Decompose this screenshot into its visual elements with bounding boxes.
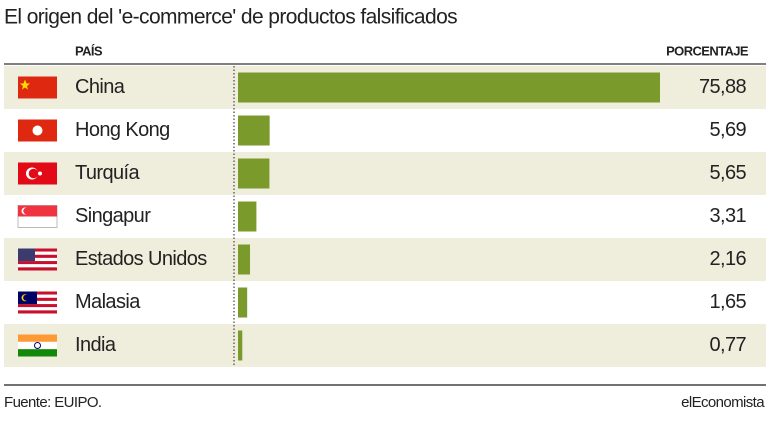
flag-part [18, 251, 57, 255]
value-label: 5,69 [709, 119, 746, 141]
value-label: 75,88 [699, 76, 747, 98]
flag-part [18, 264, 57, 268]
flag-part [20, 79, 30, 90]
bar [238, 287, 248, 318]
bar [238, 201, 257, 232]
flag-part [18, 291, 57, 295]
flag-part [18, 257, 57, 262]
flag [18, 334, 57, 357]
flag [18, 76, 57, 99]
category-label: Singapur [75, 205, 151, 227]
flag-part [28, 168, 39, 179]
flag-part [18, 304, 57, 308]
row-band [4, 152, 766, 195]
flag-part [18, 267, 57, 271]
column-header: PORCENTAJE [666, 43, 749, 58]
category-label: China [75, 76, 126, 98]
flag-part [38, 171, 42, 176]
category-label: India [75, 334, 117, 356]
flag-part [18, 300, 57, 305]
flag [18, 291, 57, 314]
flag-part [23, 294, 30, 301]
category-label: Hong Kong [75, 119, 170, 141]
bar [238, 244, 251, 275]
value-label: 1,65 [709, 291, 746, 313]
source: Fuente: EUIPO. [4, 394, 101, 411]
flag-part [18, 334, 57, 342]
rows: China 75,88 Hong Kong 5,69 Turquía 5,65 Singap… [4, 66, 766, 367]
flag-part [18, 205, 57, 217]
category-label: Malasia [75, 291, 141, 313]
flag [18, 162, 57, 185]
column-header: PAÍS [75, 43, 103, 58]
flag-part [18, 349, 57, 357]
flag-part [23, 207, 30, 215]
category-label: Turquía [75, 162, 140, 184]
flag-part [18, 248, 57, 252]
value-label: 3,31 [709, 205, 746, 227]
flag-part [18, 261, 57, 265]
flag-part [18, 254, 57, 258]
flag [17, 205, 58, 228]
row-band [4, 324, 766, 367]
flag-part [18, 307, 57, 311]
value-label: 0,77 [709, 334, 746, 356]
flag [18, 248, 57, 271]
flag-part [18, 76, 57, 99]
bar [238, 158, 270, 189]
value-label: 2,16 [709, 248, 746, 270]
flag-part [18, 297, 57, 301]
flag-part [34, 342, 41, 349]
bar [238, 72, 660, 103]
flag-part [18, 310, 57, 314]
value-label: 5,65 [709, 162, 746, 184]
flag-part [18, 248, 35, 262]
flag-part [18, 294, 57, 298]
flag [18, 119, 57, 142]
row-band [4, 238, 766, 281]
flag-part [32, 125, 43, 136]
chart-title: El origen del 'e-commerce' de productos … [4, 6, 457, 29]
bar [238, 115, 270, 146]
category-label: Estados Unidos [75, 248, 207, 270]
flag-part [18, 341, 57, 350]
bar [238, 330, 243, 361]
brand: elEconomista [681, 394, 765, 411]
